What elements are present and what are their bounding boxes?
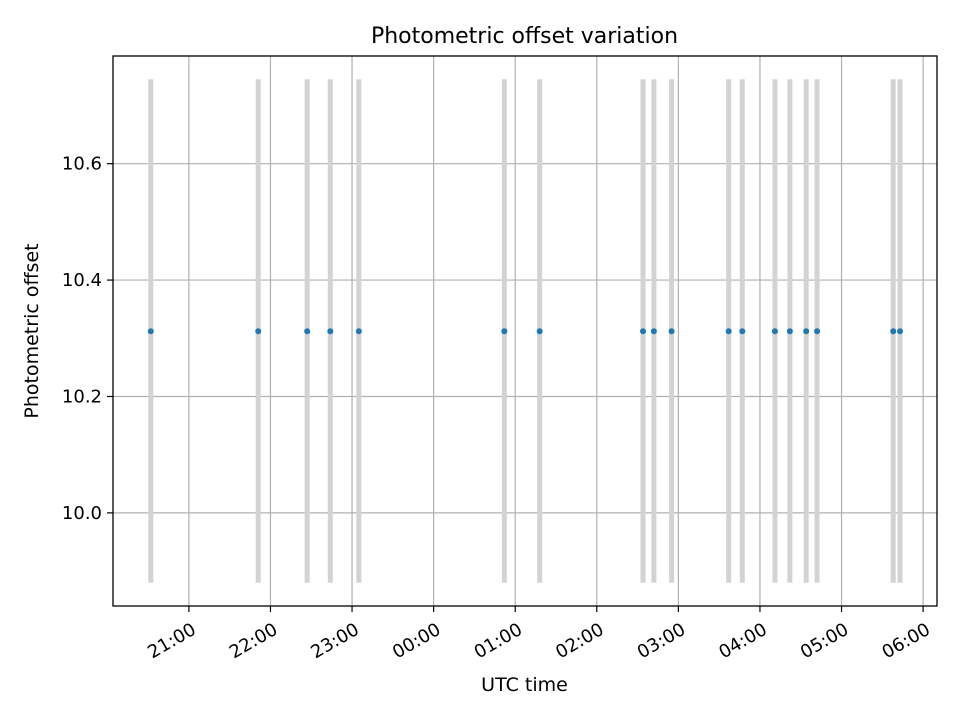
x-tick-label: 03:00 <box>634 619 689 663</box>
data-point <box>786 328 793 335</box>
x-tick-label: 21:00 <box>144 619 199 663</box>
data-point <box>501 328 508 335</box>
chart-title: Photometric offset variation <box>371 24 678 49</box>
x-tick-label: 02:00 <box>552 619 607 663</box>
y-tick-label: 10.2 <box>62 386 102 407</box>
x-tick-label: 22:00 <box>226 619 281 663</box>
grid <box>113 56 937 606</box>
x-tick-label: 01:00 <box>471 619 526 663</box>
data-point <box>304 328 311 335</box>
x-axis-ticks: 21:00 22:00 23:00 00:00 01:00 02:00 03:00 04:00… <box>144 606 934 663</box>
y-axis-ticks: 10.0 10.2 10.4 10.6 <box>62 154 113 524</box>
x-tick-label: 05:00 <box>797 619 852 663</box>
data-point <box>327 328 334 335</box>
data-points <box>147 328 904 335</box>
y-tick-label: 10.6 <box>62 154 102 175</box>
data-point <box>668 328 675 335</box>
data-point <box>650 328 657 335</box>
data-point <box>803 328 810 335</box>
x-tick-label: 00:00 <box>389 619 444 663</box>
data-point <box>147 328 154 335</box>
plot-frame <box>112 55 938 607</box>
data-point <box>355 328 362 335</box>
x-tick-label: 06:00 <box>879 619 934 663</box>
data-point <box>536 328 543 335</box>
x-tick-label: 04:00 <box>715 619 770 663</box>
data-point <box>739 328 746 335</box>
data-point <box>814 328 821 335</box>
y-tick-label: 10.4 <box>62 270 102 291</box>
data-point <box>640 328 647 335</box>
y-tick-label: 10.0 <box>62 503 102 524</box>
data-point <box>725 328 732 335</box>
data-point <box>897 328 904 335</box>
y-axis-label: Photometric offset <box>21 243 43 418</box>
x-axis-label: UTC time <box>481 674 568 696</box>
data-point <box>255 328 262 335</box>
data-point <box>890 328 897 335</box>
x-tick-label: 23:00 <box>307 619 362 663</box>
data-point <box>771 328 778 335</box>
